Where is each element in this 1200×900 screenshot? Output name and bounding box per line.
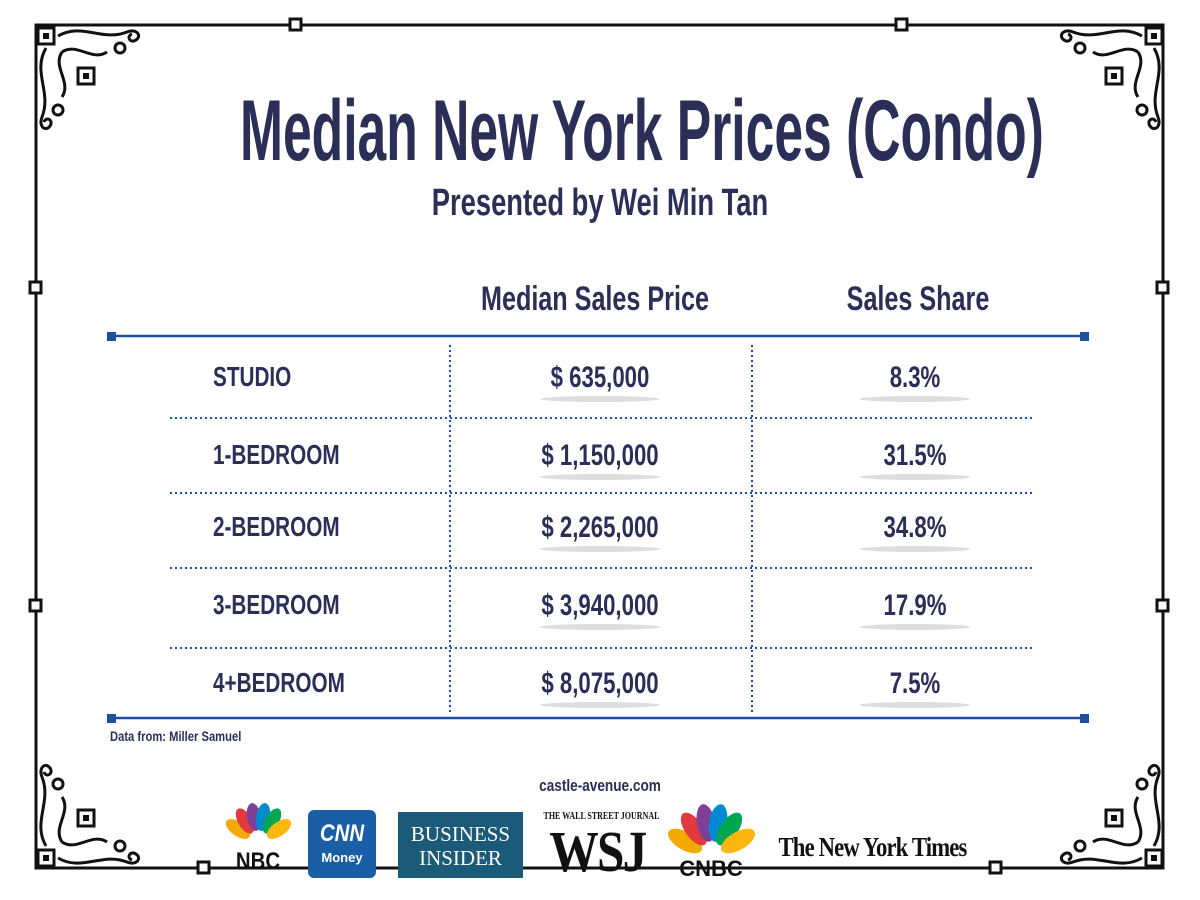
cell-shadow <box>860 474 970 480</box>
cell-shadow <box>860 702 970 708</box>
frame <box>34 23 1165 870</box>
corner-ornaments <box>36 26 1164 868</box>
website: castle-avenue.com <box>539 776 661 795</box>
corner-ornament <box>1059 26 1164 131</box>
column-header: Sales Share <box>846 280 990 318</box>
price-cell: $ 635,000 <box>550 361 650 394</box>
row-label: 3-BEDROOM <box>213 589 340 620</box>
cell-shadow <box>860 396 970 402</box>
share-cell: 31.5% <box>883 439 947 472</box>
share-cell: 17.9% <box>883 589 947 622</box>
row-label: 2-BEDROOM <box>213 511 340 542</box>
table-rules <box>107 332 1089 723</box>
corner-ornament <box>36 763 141 868</box>
logo-insider: INSIDER <box>419 846 502 870</box>
column-header: Median Sales Price <box>481 280 709 318</box>
subtitle: Presented by Wei Min Tan <box>431 182 769 224</box>
cell-shadow <box>860 546 970 552</box>
price-cell: $ 3,940,000 <box>541 589 659 622</box>
row-label: STUDIO <box>213 361 292 392</box>
cell-shadow <box>540 546 660 552</box>
logo-wsj: WSJ <box>549 819 647 884</box>
cell-shadow <box>540 624 660 630</box>
logo-shapes <box>225 803 756 878</box>
frame-handles <box>28 17 1170 875</box>
title: Median New York Prices (Condo) <box>240 83 1044 179</box>
logo-nbc: NBC <box>235 848 281 875</box>
row-label: 1-BEDROOM <box>213 439 340 470</box>
source-note: Data from: Miller Samuel <box>110 728 242 744</box>
corner-ornament <box>36 26 141 131</box>
logo-wsj-name: THE WALL STREET JOURNAL <box>543 811 660 822</box>
share-cell: 34.8% <box>883 511 947 544</box>
logo-cnn: CNN <box>319 820 365 847</box>
share-cell: 7.5% <box>889 667 941 700</box>
cell-shadow <box>540 396 660 402</box>
cell-shadow <box>540 702 660 708</box>
row-label: 4+BEDROOM <box>213 667 345 698</box>
logo-cnbc: CNBC <box>679 856 743 881</box>
cell-shadow <box>860 624 970 630</box>
logo-money: Money <box>321 850 363 865</box>
logo-nyt: The New York Times <box>778 832 968 862</box>
share-cell: 8.3% <box>889 361 941 394</box>
corner-ornament <box>1059 763 1164 868</box>
price-cell: $ 8,075,000 <box>541 667 659 700</box>
price-cell: $ 2,265,000 <box>541 511 659 544</box>
cell-shadow <box>540 474 660 480</box>
price-cell: $ 1,150,000 <box>541 439 659 472</box>
logo-business: BUSINESS <box>410 822 511 846</box>
